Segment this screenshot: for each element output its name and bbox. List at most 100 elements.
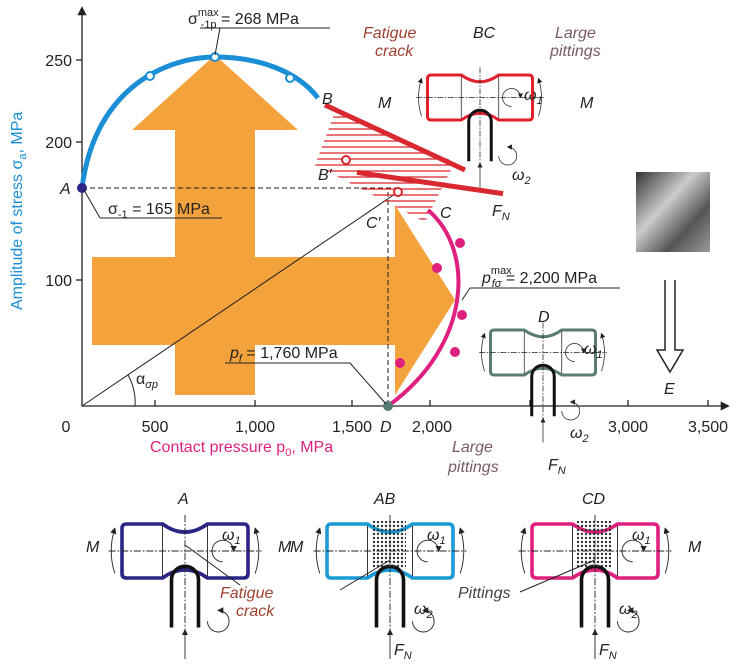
text-part: , MPa: [291, 439, 333, 456]
text-part: ω: [427, 527, 439, 544]
x-tick-label: 0: [62, 419, 71, 436]
note: Large: [452, 439, 493, 456]
omega: ω2: [619, 601, 638, 621]
text-part: ω: [619, 601, 631, 618]
omega: ω2: [512, 167, 531, 187]
text-part: α: [136, 371, 145, 388]
text-part: ω: [570, 425, 582, 442]
text-part: ω: [632, 527, 644, 544]
text-part: N: [558, 465, 566, 477]
x-tick-label: 1,500: [332, 419, 372, 436]
specimen-label: D: [538, 309, 550, 326]
text-part: σp: [145, 379, 158, 391]
text-part: ω: [524, 87, 536, 104]
force: FN: [599, 642, 617, 662]
point-label: C: [440, 205, 452, 222]
diagram: 250 200 100 0 500 1,000 1,500 2,000 3,00…: [0, 0, 740, 665]
note: Pittings: [458, 585, 510, 602]
text-part: = 165 MPa: [128, 201, 210, 218]
x-tick-label: 3,000: [608, 419, 648, 436]
specimen-photo: [636, 172, 710, 252]
angle-arc: [128, 375, 135, 406]
text-part: -1: [118, 209, 128, 221]
text-part: N: [609, 650, 617, 662]
text-part: 1: [596, 349, 602, 361]
point-a: [77, 183, 87, 193]
y-tick-label: 200: [45, 135, 72, 152]
text-part: 1: [644, 535, 650, 547]
y-tick-label: 250: [45, 53, 72, 70]
angle-label: ασp: [136, 371, 158, 391]
text-part: fσ: [492, 278, 502, 290]
omega: ω2: [414, 601, 433, 621]
transition-zone: [315, 112, 455, 222]
x-tick-label: 1,000: [235, 419, 275, 436]
y-tick-label: 100: [45, 273, 72, 290]
note: crack: [375, 43, 414, 60]
note: Fatigue: [220, 585, 273, 602]
text-part: Contact pressure p: [150, 439, 285, 456]
text-part: 2: [425, 609, 432, 621]
arrow-to-e: [657, 280, 683, 372]
point-label: C′: [366, 215, 382, 232]
text-part: σ: [108, 201, 118, 218]
point-label: D: [380, 419, 392, 436]
text-part: -1p: [201, 19, 217, 31]
force: FN: [394, 642, 412, 662]
moment: M: [86, 539, 100, 556]
omega: ω1: [584, 341, 603, 361]
text-part: p: [229, 345, 239, 362]
annotation: σmax-1p = 268 MPa: [188, 7, 299, 31]
text-part: σ: [188, 11, 198, 28]
text-part: 2: [630, 609, 637, 621]
process-arrows: [92, 55, 455, 395]
text-part: ω: [584, 341, 596, 358]
curve-point: [286, 74, 294, 82]
text-part: ω: [222, 527, 234, 544]
curve-point: [146, 72, 154, 80]
pitting-zone: [577, 521, 611, 569]
point-b-prime: [342, 156, 350, 164]
text-part: N: [404, 650, 412, 662]
y-axis-label: Amplitude of stress σa, MPa: [9, 112, 29, 310]
specimen-label: CD: [582, 491, 606, 508]
text-part: Amplitude of stress σ: [9, 160, 26, 311]
note: Large: [555, 25, 596, 42]
text-part: ω: [512, 167, 524, 184]
omega: ω2: [570, 425, 589, 445]
text-part: = 2,200 MPa: [501, 270, 597, 287]
x-axis-label: Contact pressure p0, MPa: [150, 439, 333, 459]
note: pittings: [549, 43, 601, 60]
point-c-prime: [394, 188, 402, 196]
moment: M: [688, 539, 702, 556]
text-part: 2: [523, 175, 530, 187]
text-part: , MPa: [9, 112, 26, 154]
force: FN: [548, 457, 566, 477]
moment: M: [378, 95, 392, 112]
x-tick-label: 500: [142, 419, 169, 436]
text-part: p: [481, 270, 491, 287]
pitting-zone: [372, 521, 406, 569]
text-part: 1: [536, 95, 542, 107]
point-label: B: [322, 91, 333, 108]
text-part: 2: [581, 433, 588, 445]
text-part: 1: [439, 535, 445, 547]
moment: M: [580, 95, 594, 112]
note: Fatigue: [363, 25, 416, 42]
note: crack: [236, 603, 275, 620]
specimen-label: A: [177, 491, 189, 508]
force: FN: [492, 203, 510, 223]
text-part: ω: [414, 601, 426, 618]
x-tick-label: 2,000: [412, 419, 452, 436]
note: pittings: [447, 459, 499, 476]
specimen-label: BC: [473, 25, 496, 42]
text-part: N: [502, 211, 510, 223]
text-part: = 1,760 MPa: [242, 345, 338, 362]
text-part: = 268 MPa: [217, 11, 299, 28]
text-part: 1: [234, 535, 240, 547]
specimen-label: AB: [373, 491, 396, 508]
moment: M: [290, 539, 304, 556]
x-tick-label: 3,500: [688, 419, 728, 436]
point-label: A: [59, 181, 71, 198]
